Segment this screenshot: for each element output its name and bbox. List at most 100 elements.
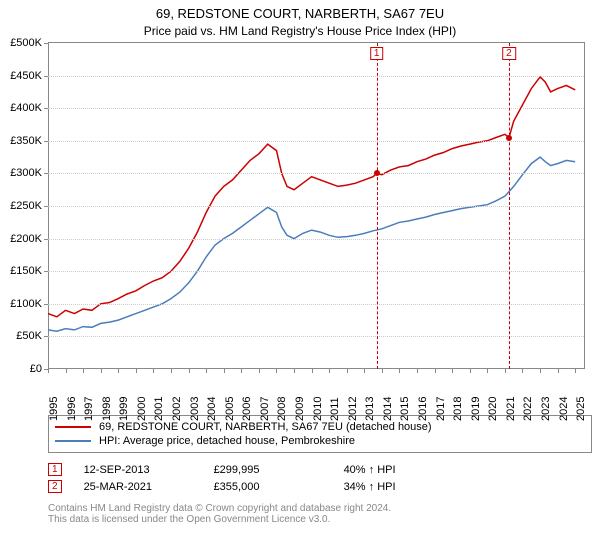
series-line xyxy=(48,157,575,331)
sale-reference-line xyxy=(377,43,378,369)
x-tick xyxy=(435,369,436,373)
x-tick xyxy=(294,369,295,373)
x-tick-label: 2012 xyxy=(347,397,359,421)
x-tick-label: 1996 xyxy=(66,397,78,421)
x-tick xyxy=(399,369,400,373)
y-tick xyxy=(44,76,48,77)
x-tick xyxy=(259,369,260,373)
legend-label: HPI: Average price, detached house, Pemb… xyxy=(99,435,355,447)
x-tick-label: 2025 xyxy=(575,397,587,421)
sale-pct-hpi: 40% ↑ HPI xyxy=(344,464,474,476)
x-tick-label: 1995 xyxy=(48,397,60,421)
sale-date: 25-MAR-2021 xyxy=(84,481,214,493)
footer-line-2: This data is licensed under the Open Gov… xyxy=(48,514,592,525)
x-tick xyxy=(189,369,190,373)
sales-table: 112-SEP-2013£299,99540% ↑ HPI 2 25-MAR-202… xyxy=(48,461,592,495)
x-tick xyxy=(382,369,383,373)
grid-line xyxy=(48,336,584,337)
legend-label: 69, REDSTONE COURT, NARBERTH, SA67 7EU (… xyxy=(99,421,432,433)
plot-area: £0£50K£100K£150K£200K£250K£300K£350K£400… xyxy=(48,42,585,369)
y-tick-label: £500K xyxy=(10,37,42,49)
x-tick-label: 2013 xyxy=(364,397,376,421)
y-tick-label: £250K xyxy=(10,200,42,212)
x-tick-label: 2015 xyxy=(399,397,411,421)
x-tick xyxy=(276,369,277,373)
x-tick xyxy=(153,369,154,373)
x-tick xyxy=(505,369,506,373)
y-tick xyxy=(44,271,48,272)
x-tick xyxy=(83,369,84,373)
y-tick xyxy=(44,239,48,240)
grid-line xyxy=(48,76,584,77)
y-tick-label: £50K xyxy=(16,330,42,342)
x-tick xyxy=(136,369,137,373)
x-tick-label: 2009 xyxy=(294,397,306,421)
x-tick xyxy=(66,369,67,373)
x-tick-label: 2016 xyxy=(417,397,429,421)
x-tick xyxy=(487,369,488,373)
x-tick-label: 2014 xyxy=(382,397,394,421)
grid-line xyxy=(48,239,584,240)
footer-line-1: Contains HM Land Registry data © Crown c… xyxy=(48,503,592,514)
x-tick-label: 1999 xyxy=(118,397,130,421)
sale-pct-hpi: 34% ↑ HPI xyxy=(344,481,474,493)
y-tick-label: £0 xyxy=(30,363,42,375)
footer-attribution: Contains HM Land Registry data © Crown c… xyxy=(48,503,592,525)
grid-line xyxy=(48,173,584,174)
x-tick-label: 2017 xyxy=(435,397,447,421)
x-tick-label: 2011 xyxy=(329,397,341,421)
y-tick xyxy=(44,206,48,207)
x-tick xyxy=(241,369,242,373)
grid-line xyxy=(48,141,584,142)
x-tick-label: 2010 xyxy=(312,397,324,421)
x-tick xyxy=(48,369,49,373)
sale-row: 2 25-MAR-2021£355,00034% ↑ HPI xyxy=(48,478,592,495)
legend-item: 69, REDSTONE COURT, NARBERTH, SA67 7EU (… xyxy=(55,420,585,434)
x-tick-label: 2019 xyxy=(470,397,482,421)
y-tick xyxy=(44,304,48,305)
sale-price: £355,000 xyxy=(214,481,344,493)
sale-marker-dot xyxy=(374,170,380,176)
y-tick-label: £150K xyxy=(10,265,42,277)
x-tick xyxy=(206,369,207,373)
x-tick-label: 2023 xyxy=(540,397,552,421)
legend-swatch xyxy=(55,440,91,442)
sale-reference-line xyxy=(509,43,510,369)
sale-price: £299,995 xyxy=(214,464,344,476)
y-tick-label: £400K xyxy=(10,102,42,114)
x-tick xyxy=(470,369,471,373)
sale-marker-dot xyxy=(506,135,512,141)
sale-row-badge: 2 xyxy=(48,480,62,493)
x-tick xyxy=(417,369,418,373)
grid-line xyxy=(48,271,584,272)
x-tick-label: 1997 xyxy=(83,397,95,421)
x-tick xyxy=(575,369,576,373)
x-tick xyxy=(171,369,172,373)
x-tick-label: 2024 xyxy=(558,397,570,421)
y-tick-label: £300K xyxy=(10,167,42,179)
sale-row-badge: 1 xyxy=(48,463,62,476)
x-tick-label: 1998 xyxy=(101,397,113,421)
x-tick-label: 2018 xyxy=(452,397,464,421)
sale-badge: 2 xyxy=(502,47,516,60)
x-tick-label: 2004 xyxy=(206,397,218,421)
x-tick-label: 2005 xyxy=(224,397,236,421)
y-tick-label: £100K xyxy=(10,298,42,310)
x-tick xyxy=(364,369,365,373)
x-tick-label: 2000 xyxy=(136,397,148,421)
y-tick-label: £200K xyxy=(10,233,42,245)
sale-row: 112-SEP-2013£299,99540% ↑ HPI xyxy=(48,461,592,478)
y-tick-label: £350K xyxy=(10,135,42,147)
x-tick-label: 2003 xyxy=(189,397,201,421)
y-tick xyxy=(44,108,48,109)
chart-subtitle: Price paid vs. HM Land Registry's House … xyxy=(0,21,600,42)
x-tick-label: 2022 xyxy=(522,397,534,421)
y-tick xyxy=(44,141,48,142)
grid-line xyxy=(48,206,584,207)
x-tick xyxy=(224,369,225,373)
x-tick xyxy=(101,369,102,373)
x-tick xyxy=(452,369,453,373)
legend-swatch xyxy=(55,426,91,428)
x-tick xyxy=(558,369,559,373)
x-tick xyxy=(329,369,330,373)
